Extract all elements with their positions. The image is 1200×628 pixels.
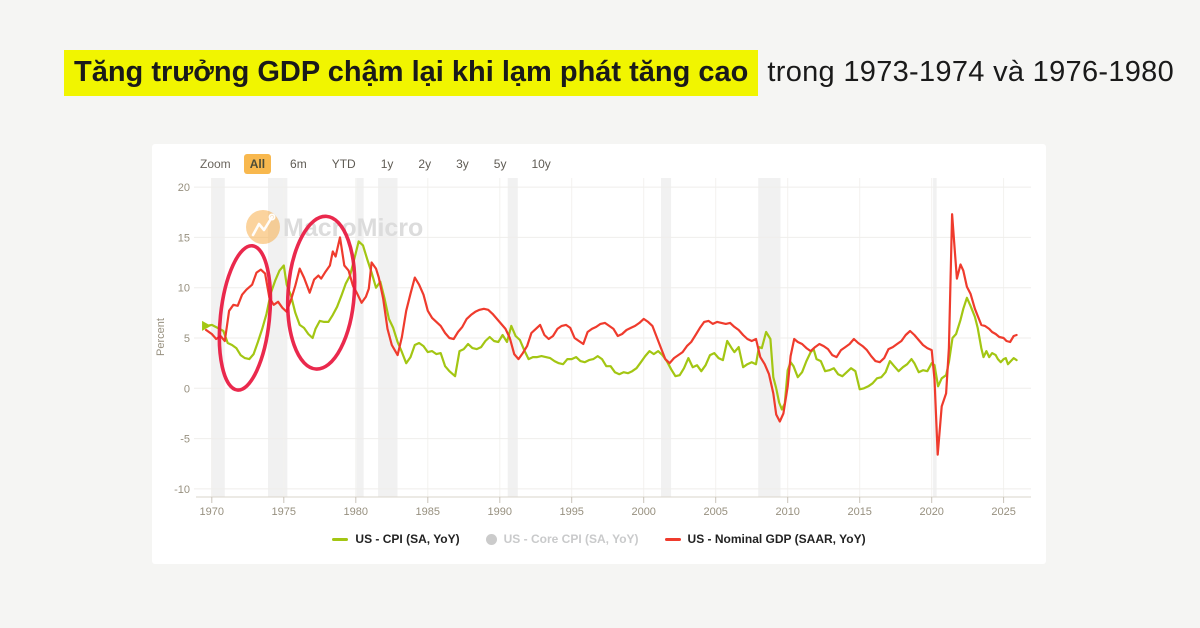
y-axis-label: -10 (174, 484, 190, 496)
zoom-range-button-all[interactable]: All (243, 154, 272, 174)
zoom-range-button-10y[interactable]: 10y (531, 157, 551, 171)
x-axis-label: 2000 (631, 506, 655, 518)
chart-legend: US - CPI (SA, YoY) US - Core CPI (SA, Yo… (152, 532, 1046, 546)
x-axis-label: 2005 (703, 506, 727, 518)
zoom-range-button-2y[interactable]: 2y (418, 157, 432, 171)
logo-dot-icon (268, 213, 276, 221)
zoom-range-button-ytd[interactable]: YTD (331, 157, 356, 171)
x-axis-label: 1975 (272, 506, 296, 518)
series-start-marker (202, 320, 212, 331)
x-axis-label: 2020 (919, 506, 943, 518)
x-axis-label: 1980 (344, 506, 368, 518)
chart-card: MacroMicro 20 15 10 5 0 -5 -10 1970 1975 1980 1985 1… (152, 144, 1046, 564)
x-axis-label: 1985 (416, 506, 440, 518)
x-axis-label: 2010 (775, 506, 799, 518)
page-title-highlight: Tăng trưởng GDP chậm lại khi lạm phát tă… (64, 50, 759, 96)
zoom-range-button-1y[interactable]: 1y (380, 157, 394, 171)
legend-label-gdp: US - Nominal GDP (SAAR, YoY) (687, 532, 866, 546)
y-axis-label: 5 (184, 333, 190, 345)
series-line-2[interactable] (205, 213, 1018, 456)
x-axis-label: 2025 (991, 506, 1015, 518)
legend-item-us-core-cpi[interactable]: US - Core CPI (SA, YoY) (485, 532, 639, 546)
zoom-range-button-5y[interactable]: 5y (493, 157, 507, 171)
watermark-text: MacroMicro (283, 214, 423, 242)
y-axis-label: 20 (178, 182, 190, 194)
legend-label-cpi: US - CPI (SA, YoY) (355, 532, 460, 546)
y-axis-title: Percent (155, 318, 167, 356)
page-title-rest: trong 1973-1974 và 1976-1980 (767, 56, 1175, 88)
zoom-range-button-3y[interactable]: 3y (456, 157, 469, 171)
logo-trend-line-icon (251, 215, 274, 237)
legend-line-marker-cpi (332, 537, 349, 541)
legend-line-marker-gdp (664, 537, 681, 541)
zoom-range-button-6m[interactable]: 6m (290, 157, 307, 171)
zoom-toolbar-label: Zoom (200, 157, 231, 171)
legend-item-us-cpi[interactable]: US - CPI (SA, YoY) (332, 532, 460, 546)
zoom-toolbar: Zoom All 6m YTD 1y 2y 3y 5y 10y (200, 153, 557, 175)
x-axis-label: 2015 (847, 506, 871, 518)
page-title: Tăng trưởng GDP chậm lại khi lạm phát tă… (64, 50, 1175, 96)
annotation-ellipse (217, 243, 273, 392)
annotation-ellipse (285, 214, 357, 371)
legend-label-core-cpi: US - Core CPI (SA, YoY) (503, 532, 639, 546)
y-axis-label: 0 (184, 383, 190, 395)
y-axis-label: 10 (178, 283, 190, 295)
legend-circle-marker-core-cpi (485, 533, 497, 545)
x-axis-label: 1995 (559, 506, 583, 518)
series-line-0[interactable] (205, 240, 1018, 411)
x-axis-label: 1970 (200, 506, 224, 518)
y-axis-label: -5 (180, 434, 190, 446)
y-axis-label: 15 (178, 232, 190, 244)
legend-item-us-nominal-gdp[interactable]: US - Nominal GDP (SAAR, YoY) (664, 532, 866, 546)
x-axis-label: 1990 (488, 506, 512, 518)
